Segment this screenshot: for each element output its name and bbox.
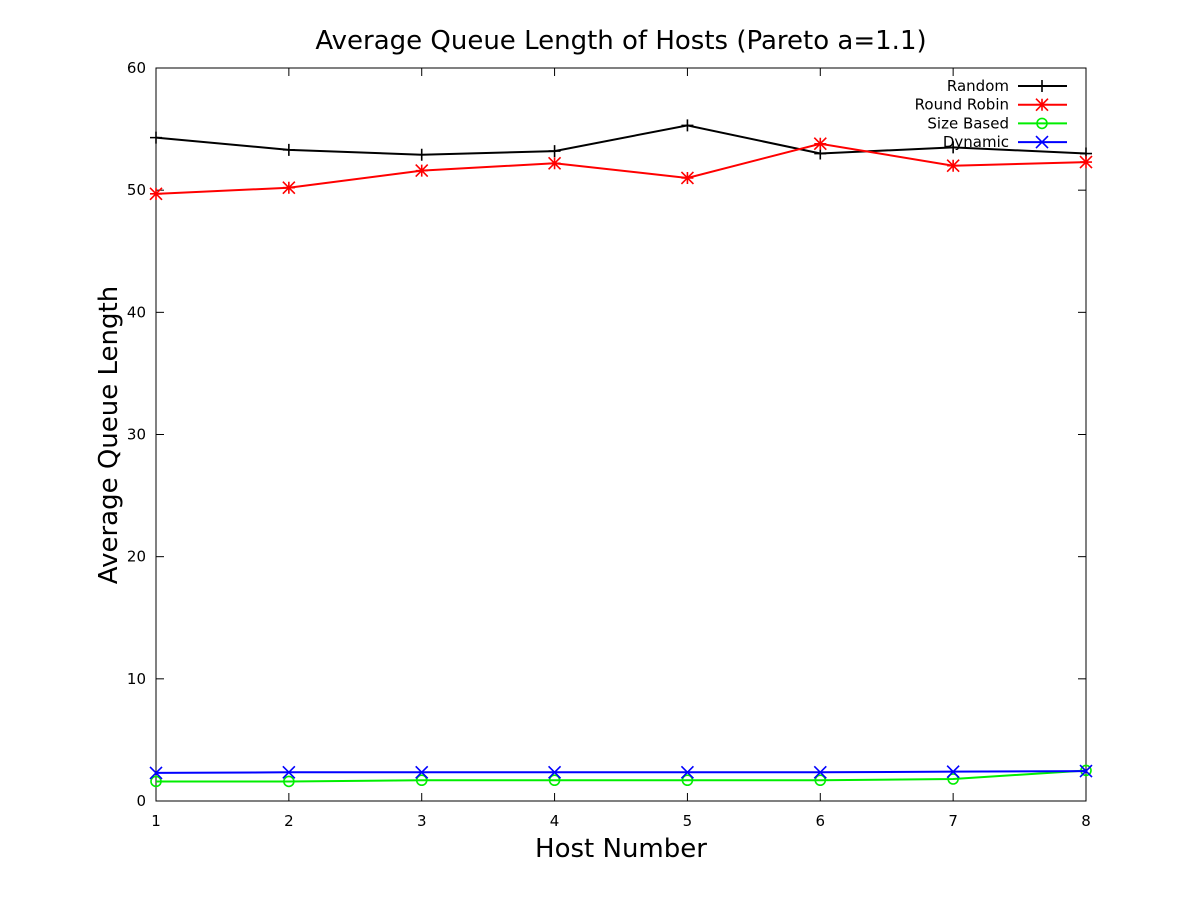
plot-area — [155, 67, 1087, 802]
data-point-round-robin — [415, 164, 429, 178]
data-point-random — [947, 141, 960, 154]
data-point-round-robin — [680, 171, 694, 185]
y-tick-label: 0 — [136, 792, 146, 810]
data-point-size-based — [548, 774, 561, 787]
series-line-size-based — [156, 769, 1087, 783]
series-line-round-robin — [155, 142, 1087, 195]
legend-label: Round Robin — [915, 96, 1009, 114]
y-axis-title: Average Queue Length — [94, 286, 124, 584]
data-point-dynamic — [149, 766, 163, 780]
legend-marker — [1036, 80, 1048, 92]
y-axis: 0 10 20 30 40 50 60 — [127, 59, 1086, 810]
x-tick-label: 4 — [550, 812, 560, 830]
data-point-round-robin — [282, 181, 296, 195]
data-point-round-robin — [1079, 155, 1093, 169]
legend-label: Dynamic — [943, 133, 1009, 151]
legend-marker — [1035, 135, 1049, 149]
x-tick-label: 6 — [816, 812, 826, 830]
data-point-size-based — [947, 773, 959, 785]
legend-item-dynamic: Dynamic — [943, 133, 1067, 151]
data-point-size-based — [150, 775, 162, 788]
y-tick-label: 50 — [127, 181, 146, 199]
x-tick-label: 2 — [284, 812, 294, 830]
data-point-round-robin — [548, 156, 562, 170]
x-tick-label: 8 — [1081, 812, 1091, 830]
x-tick-label: 1 — [151, 812, 161, 830]
data-point-dynamic — [415, 765, 429, 779]
x-axis: 1 2 3 4 5 6 7 8 — [151, 68, 1091, 830]
data-point-round-robin — [813, 137, 827, 151]
data-point-random — [150, 131, 162, 144]
y-tick-label: 40 — [127, 303, 146, 321]
data-point-round-robin — [946, 159, 960, 173]
chart-title: Average Queue Length of Hosts (Pareto a=… — [315, 26, 926, 56]
data-point-dynamic — [1079, 764, 1093, 778]
data-point-size-based — [681, 774, 694, 787]
plot-frame — [155, 67, 1087, 802]
y-tick-label: 10 — [127, 670, 146, 688]
data-point-size-based — [283, 775, 295, 788]
x-axis-title: Host Number — [535, 834, 707, 864]
data-point-dynamic — [282, 765, 296, 779]
series-line-random — [155, 124, 1087, 156]
data-point-random — [282, 143, 295, 156]
legend-label: Random — [947, 77, 1009, 95]
legend-marker — [1036, 117, 1048, 130]
data-point-dynamic — [813, 765, 827, 779]
legend-item-random: Random — [947, 77, 1067, 95]
x-tick-label: 5 — [683, 812, 693, 830]
y-tick-label: 30 — [127, 426, 146, 444]
data-point-random — [548, 145, 561, 158]
series-line-dynamic — [155, 770, 1087, 774]
data-point-dynamic — [548, 765, 562, 779]
series-dynamic — [149, 764, 1093, 780]
data-point-dynamic — [946, 765, 960, 779]
legend-marker — [1035, 98, 1049, 112]
legend-label: Size Based — [927, 114, 1009, 132]
y-tick-label: 20 — [127, 548, 146, 566]
data-point-random — [415, 148, 428, 161]
x-tick-label: 7 — [948, 812, 958, 830]
data-point-dynamic — [680, 765, 694, 779]
series-layer — [149, 119, 1093, 788]
data-point-size-based — [415, 774, 428, 787]
legend-item-size-based: Size Based — [927, 114, 1067, 132]
legend-item-round-robin: Round Robin — [915, 96, 1067, 114]
y-tick-label: 60 — [127, 59, 146, 77]
data-point-random — [681, 119, 694, 132]
x-tick-label: 3 — [417, 812, 427, 830]
series-size-based — [150, 764, 1092, 788]
data-point-round-robin — [149, 187, 163, 201]
series-round-robin — [149, 137, 1093, 201]
data-point-size-based — [814, 774, 827, 787]
